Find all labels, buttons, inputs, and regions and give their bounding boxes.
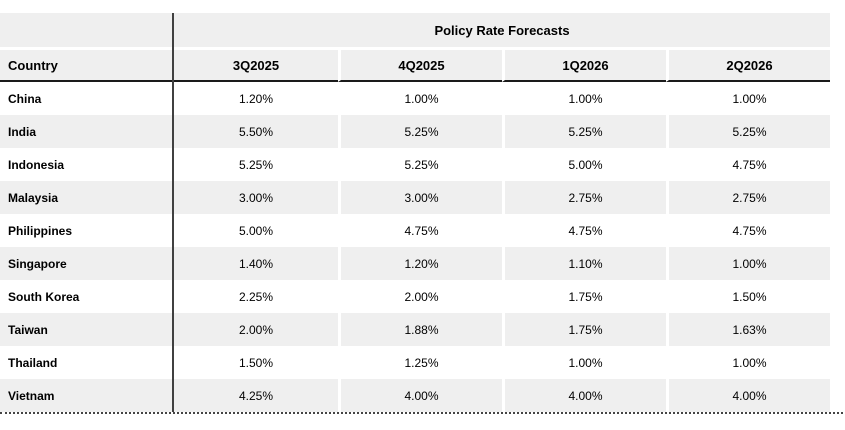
country-name: Malaysia [0, 181, 174, 214]
country-column-header: Country [0, 50, 174, 82]
rate-value: 5.00% [502, 148, 666, 181]
table-row: China 1.20% 1.00% 1.00% 1.00% [0, 82, 830, 115]
rate-value: 1.75% [502, 280, 666, 313]
rate-value: 1.00% [666, 247, 830, 280]
rate-value: 1.00% [666, 82, 830, 115]
rate-value: 1.25% [338, 346, 502, 379]
rate-value: 1.75% [502, 313, 666, 346]
rate-value: 2.75% [666, 181, 830, 214]
rate-value: 4.75% [666, 214, 830, 247]
rate-value: 1.00% [338, 82, 502, 115]
rate-value: 2.25% [174, 280, 338, 313]
quarter-header-2q2026: 2Q2026 [666, 50, 830, 82]
column-divider-line [172, 13, 174, 412]
rate-value: 2.00% [174, 313, 338, 346]
table-row: Indonesia 5.25% 5.25% 5.00% 4.75% [0, 148, 830, 181]
country-name: South Korea [0, 280, 174, 313]
rate-value: 1.10% [502, 247, 666, 280]
table-row: Taiwan 2.00% 1.88% 1.75% 1.63% [0, 313, 830, 346]
table-row: Philippines 5.00% 4.75% 4.75% 4.75% [0, 214, 830, 247]
rate-value: 2.00% [338, 280, 502, 313]
rate-value: 5.25% [502, 115, 666, 148]
table-title-row: Policy Rate Forecasts [0, 13, 830, 50]
table-row: South Korea 2.25% 2.00% 1.75% 1.50% [0, 280, 830, 313]
rate-value: 4.00% [338, 379, 502, 412]
rate-value: 3.00% [174, 181, 338, 214]
quarter-header-4q2025: 4Q2025 [338, 50, 502, 82]
quarter-header-3q2025: 3Q2025 [174, 50, 338, 82]
country-name: Thailand [0, 346, 174, 379]
rate-value: 1.20% [338, 247, 502, 280]
rate-value: 4.75% [666, 148, 830, 181]
table-row: Singapore 1.40% 1.20% 1.10% 1.00% [0, 247, 830, 280]
rate-value: 5.00% [174, 214, 338, 247]
rate-value: 3.00% [338, 181, 502, 214]
country-name: Vietnam [0, 379, 174, 412]
rate-value: 4.25% [174, 379, 338, 412]
rate-value: 2.75% [502, 181, 666, 214]
quarter-header-1q2026: 1Q2026 [502, 50, 666, 82]
rate-value: 5.25% [338, 148, 502, 181]
rate-value: 4.00% [502, 379, 666, 412]
title-row-blank-cell [0, 13, 174, 50]
rate-value: 4.00% [666, 379, 830, 412]
rate-value: 1.88% [338, 313, 502, 346]
country-name: China [0, 82, 174, 115]
country-name: Singapore [0, 247, 174, 280]
table-row: Thailand 1.50% 1.25% 1.00% 1.00% [0, 346, 830, 379]
rate-value: 5.25% [338, 115, 502, 148]
rate-value: 1.50% [666, 280, 830, 313]
rate-value: 5.25% [174, 148, 338, 181]
table-row: Malaysia 3.00% 3.00% 2.75% 2.75% [0, 181, 830, 214]
rate-value: 1.50% [174, 346, 338, 379]
rate-value: 1.40% [174, 247, 338, 280]
policy-rate-forecast-table: Policy Rate Forecasts Country 3Q2025 4Q2… [0, 13, 830, 412]
bottom-dotted-border [0, 412, 843, 414]
country-name: India [0, 115, 174, 148]
table-row: Vietnam 4.25% 4.00% 4.00% 4.00% [0, 379, 830, 412]
country-name: Taiwan [0, 313, 174, 346]
rate-value: 5.25% [666, 115, 830, 148]
rate-value: 1.00% [502, 82, 666, 115]
rate-value: 4.75% [502, 214, 666, 247]
table-body: China 1.20% 1.00% 1.00% 1.00% India 5.50% 5.25%… [0, 82, 830, 412]
country-name: Philippines [0, 214, 174, 247]
country-name: Indonesia [0, 148, 174, 181]
table-header-row: Country 3Q2025 4Q2025 1Q2026 2Q2026 [0, 50, 830, 82]
rate-value: 1.63% [666, 313, 830, 346]
rate-value: 1.00% [502, 346, 666, 379]
rate-value: 5.50% [174, 115, 338, 148]
table-title: Policy Rate Forecasts [174, 13, 830, 50]
forecast-table: Policy Rate Forecasts Country 3Q2025 4Q2… [0, 13, 830, 412]
rate-value: 4.75% [338, 214, 502, 247]
table-row: India 5.50% 5.25% 5.25% 5.25% [0, 115, 830, 148]
rate-value: 1.00% [666, 346, 830, 379]
rate-value: 1.20% [174, 82, 338, 115]
